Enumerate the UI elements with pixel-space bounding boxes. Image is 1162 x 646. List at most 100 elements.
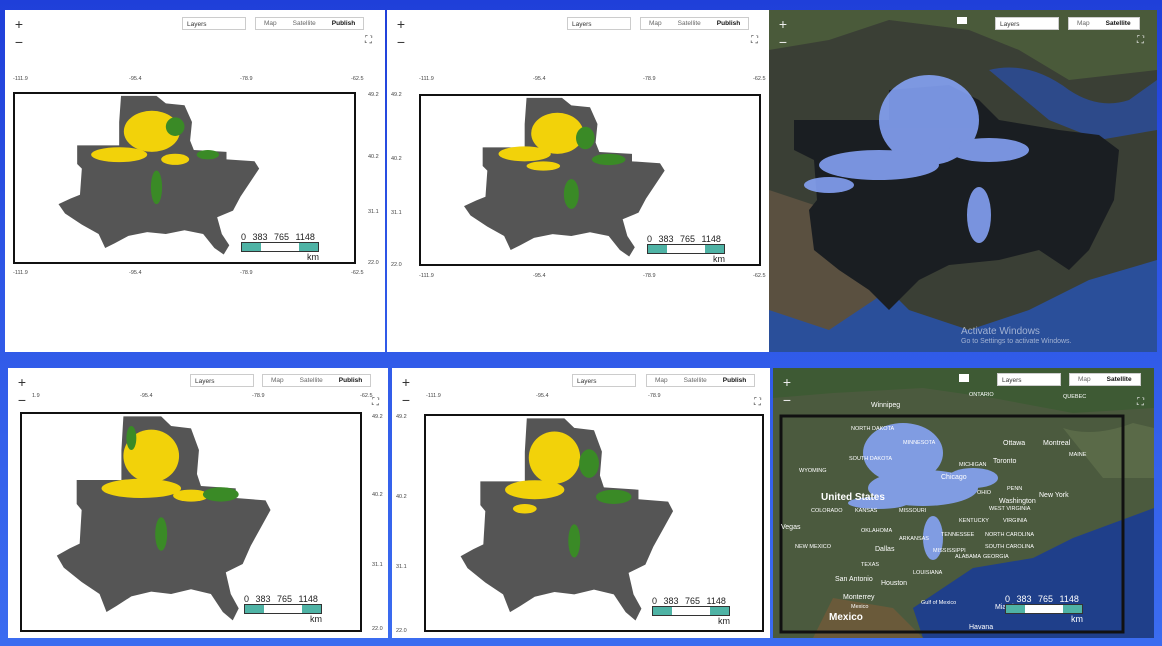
tick-right: 22.0 (372, 626, 383, 632)
publish-tab[interactable]: Publish (722, 377, 747, 384)
map-label-city: Ottawa (1003, 440, 1026, 447)
layers-dropdown[interactable]: Layers (995, 17, 1059, 30)
tick-top: -62.5 (351, 76, 364, 82)
layers-dropdown[interactable]: Layers (997, 373, 1061, 386)
zoom-in-button[interactable]: + (17, 374, 27, 390)
zoom-controls: + − (398, 374, 414, 410)
map-label-state: MICHIGAN (959, 462, 987, 468)
tick-bottom: -111.9 (419, 273, 434, 279)
scale-graphic (241, 242, 319, 252)
map-label-state: LOUISIANA (913, 570, 943, 576)
layers-dropdown[interactable]: Layers (572, 374, 636, 387)
tick-right: 22.0 (368, 260, 379, 266)
map-tab[interactable]: Map (271, 377, 284, 384)
map-label-country: United States (821, 492, 885, 503)
tick-bottom: -111.9 (13, 270, 28, 276)
tick-top: -62.5 (753, 76, 766, 82)
zoom-in-button[interactable]: + (782, 374, 792, 390)
fullscreen-icon[interactable]: ⛶ (1137, 35, 1144, 46)
zoom-out-button[interactable]: − (782, 392, 792, 408)
zoom-controls: + − (779, 374, 795, 410)
layers-dropdown[interactable]: Layers (190, 374, 254, 387)
zoom-out-button[interactable]: − (778, 34, 788, 50)
tick-left: 40.2 (396, 494, 407, 500)
tick-top: -78.9 (240, 76, 253, 82)
scale-values: 0 383 765 1148 (647, 234, 721, 244)
tick-top: -95.4 (140, 393, 153, 399)
map-label-city: Toronto (993, 458, 1017, 465)
region-map (15, 94, 354, 262)
map-label-city: Washington (999, 498, 1036, 505)
tick-right: 40.2 (372, 492, 383, 498)
crop-layer-green (126, 426, 239, 551)
scale-values: 0 383 765 1148 (241, 232, 315, 242)
layers-dropdown[interactable]: Layers (567, 17, 631, 30)
publish-tab[interactable]: Publish (716, 20, 741, 27)
tick-right: 40.2 (368, 154, 379, 160)
map-label-state: TEXAS (861, 562, 880, 568)
scale-graphic (652, 606, 730, 616)
zoom-out-button[interactable]: − (396, 34, 406, 50)
tick-right: 31.1 (372, 562, 383, 568)
satellite-panel-bottom: + − Layers Map Satellite ⛶ Winnipeg ONTA… (773, 368, 1154, 638)
map-label-state: MISSISSIPPI (933, 548, 966, 554)
map-tab[interactable]: Map (264, 20, 277, 27)
satellite-tab[interactable]: Satellite (1105, 20, 1131, 27)
map-label-city: Miami (995, 604, 1014, 611)
map-label-state: NEW MEXICO (795, 544, 832, 550)
map-label-city: Montreal (1043, 440, 1071, 447)
tick-top: -95.4 (129, 76, 142, 82)
map-label-city: Monterrey (843, 594, 875, 601)
tick-bottom: -78.9 (240, 270, 253, 276)
zoom-out-button[interactable]: − (401, 392, 411, 408)
layers-dropdown[interactable]: Layers (182, 17, 246, 30)
crop-layer (101, 429, 209, 502)
map-label-state: VIRGINIA (1003, 518, 1028, 524)
map-label-state: NORTH CAROLINA (985, 532, 1035, 538)
fullscreen-icon[interactable]: ⛶ (365, 35, 372, 46)
map-label-state: ALABAMA (955, 554, 981, 560)
map-label-region: ONTARIO (969, 392, 994, 398)
satellite-tab[interactable]: Satellite (683, 377, 707, 384)
zoom-out-button[interactable]: − (14, 34, 24, 50)
publish-tab[interactable]: Publish (338, 377, 363, 384)
activate-windows-title: Activate Windows (961, 326, 1040, 337)
zoom-in-button[interactable]: + (396, 16, 406, 32)
region-map (426, 416, 762, 630)
satellite-tab[interactable]: Satellite (299, 377, 323, 384)
fullscreen-icon[interactable]: ⛶ (1137, 397, 1144, 408)
map-label-layer: Winnipeg ONTARIO QUEBEC NORTH DAKOTA MIN… (773, 368, 1154, 638)
map-label-water: Gulf of Mexico (921, 600, 957, 606)
scale-unit: km (307, 252, 319, 262)
zoom-controls: + − (775, 16, 791, 52)
map-label-state: KANSAS (855, 508, 878, 514)
satellite-tab[interactable]: Satellite (677, 20, 701, 27)
tick-left: 49.2 (391, 92, 402, 98)
map-tab[interactable]: Map (1078, 376, 1091, 383)
zoom-in-button[interactable]: + (14, 16, 24, 32)
zoom-out-button[interactable]: − (17, 392, 27, 408)
publish-tab[interactable]: Publish (331, 20, 356, 27)
sat-crop-layer (848, 423, 998, 560)
tick-right: 49.2 (368, 92, 379, 98)
tick-left: 31.1 (396, 564, 407, 570)
map-type-switch: Map Satellite Publish (255, 17, 365, 30)
map-type-switch: Map Satellite Publish (262, 374, 372, 387)
map-type-switch: Map Satellite (1068, 17, 1140, 30)
zoom-in-button[interactable]: + (401, 374, 411, 390)
map-label-city: New York (1039, 492, 1069, 499)
satellite-tab[interactable]: Satellite (292, 20, 316, 27)
zoom-controls: + − (393, 16, 409, 52)
map-frame: 0 383 765 1148 km (424, 414, 764, 632)
zoom-in-button[interactable]: + (778, 16, 788, 32)
scale-bar: 0 383 765 1148 km (647, 234, 725, 264)
fullscreen-icon[interactable]: ⛶ (751, 35, 758, 46)
map-tab[interactable]: Map (649, 20, 662, 27)
tick-top: -78.9 (252, 393, 265, 399)
fullscreen-icon[interactable]: ⛶ (372, 397, 379, 408)
map-tab[interactable]: Map (655, 377, 668, 384)
region-map (22, 414, 360, 630)
satellite-tab[interactable]: Satellite (1106, 376, 1132, 383)
map-tab[interactable]: Map (1077, 20, 1090, 27)
fullscreen-icon[interactable]: ⛶ (754, 397, 761, 408)
